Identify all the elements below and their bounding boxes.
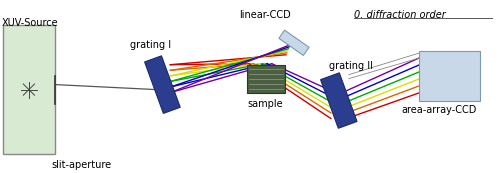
Polygon shape — [321, 73, 357, 128]
Bar — [3, 25, 55, 154]
Text: area-array-CCD: area-array-CCD — [401, 104, 477, 115]
Polygon shape — [279, 30, 309, 56]
Bar — [247, 65, 285, 93]
Text: slit-aperture: slit-aperture — [52, 160, 112, 170]
Text: 0. diffraction order: 0. diffraction order — [354, 10, 446, 20]
Text: linear-CCD: linear-CCD — [239, 10, 291, 20]
Text: XUV-Source: XUV-Source — [2, 18, 59, 28]
Polygon shape — [144, 56, 180, 113]
Text: grating II: grating II — [329, 61, 373, 71]
Text: grating I: grating I — [129, 40, 171, 50]
Text: sample: sample — [247, 99, 283, 109]
Bar — [418, 51, 480, 101]
